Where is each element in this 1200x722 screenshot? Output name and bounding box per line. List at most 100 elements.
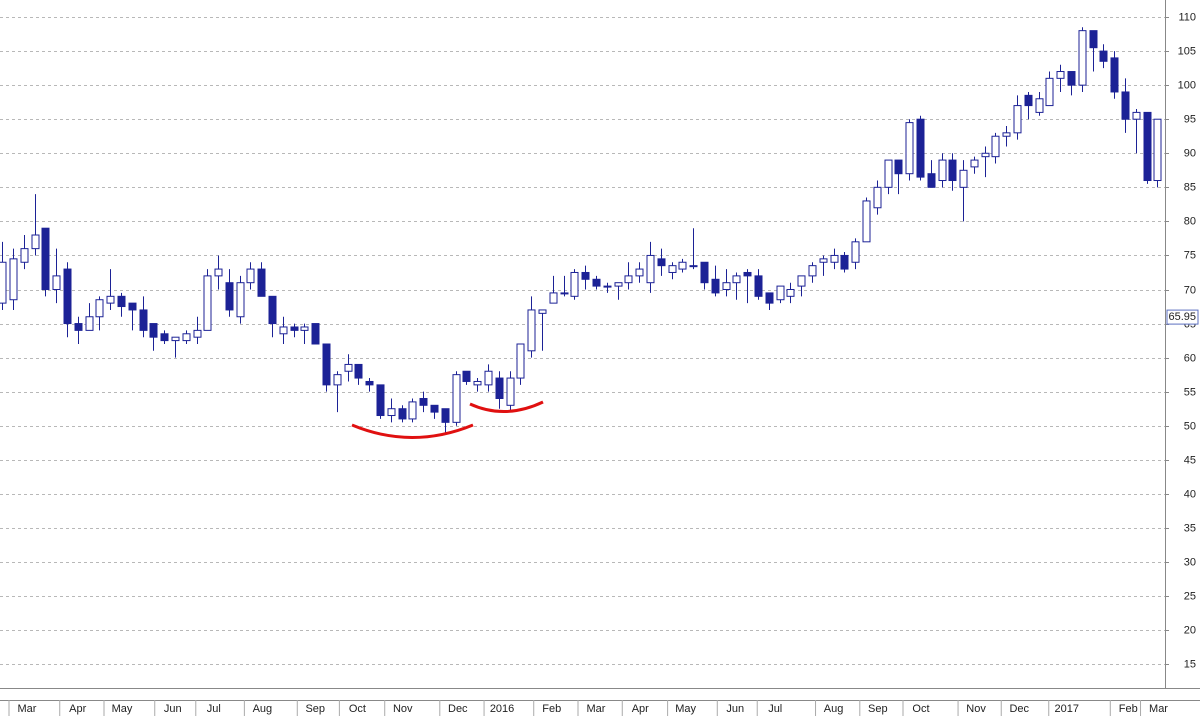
candle-body bbox=[9, 258, 18, 301]
candle-body bbox=[840, 254, 849, 270]
candle-body bbox=[754, 275, 763, 297]
candle-body bbox=[927, 173, 936, 188]
candle-body bbox=[408, 401, 417, 420]
candle-body bbox=[1153, 118, 1162, 182]
candle-body bbox=[819, 258, 828, 263]
candle-body bbox=[268, 295, 277, 325]
candle-body bbox=[85, 316, 94, 331]
x-tick-label: Jun bbox=[164, 703, 182, 715]
candle-body bbox=[1002, 132, 1011, 137]
x-tick-label: Oct bbox=[349, 703, 366, 715]
candle-body bbox=[257, 268, 266, 297]
candle-body bbox=[851, 241, 860, 263]
candle-body bbox=[905, 122, 914, 175]
x-tick-label: Sep bbox=[868, 703, 888, 715]
candle-body bbox=[452, 374, 461, 423]
candle-body bbox=[473, 380, 482, 386]
candle-body bbox=[1121, 91, 1130, 120]
candle-body bbox=[689, 265, 698, 268]
candle-body bbox=[646, 254, 655, 284]
candle-body bbox=[603, 285, 612, 288]
candle-body bbox=[668, 265, 677, 273]
candle-body bbox=[614, 282, 623, 287]
y-tick-label: 35 bbox=[1184, 522, 1196, 534]
candle-body bbox=[387, 408, 396, 417]
candle-body bbox=[128, 302, 137, 311]
candle-body bbox=[182, 333, 191, 342]
candle-body bbox=[290, 326, 299, 331]
x-tick-label: Mar bbox=[18, 703, 37, 715]
candle-body bbox=[52, 275, 61, 291]
candle-body bbox=[1110, 57, 1119, 93]
x-tick-label: Jun bbox=[726, 703, 744, 715]
candle-body bbox=[862, 200, 871, 243]
candle-body bbox=[560, 292, 569, 295]
x-tick-label: Sep bbox=[305, 703, 325, 715]
candle-body bbox=[808, 265, 817, 277]
candle-body bbox=[354, 363, 363, 379]
candle-body bbox=[506, 377, 515, 406]
candle-body bbox=[786, 289, 795, 297]
candle-body bbox=[678, 261, 687, 270]
candle-body bbox=[171, 336, 180, 342]
candle-body bbox=[398, 408, 407, 420]
candle-body bbox=[635, 268, 644, 277]
candle-body bbox=[236, 282, 245, 318]
last-price-box bbox=[1166, 309, 1199, 325]
x-tick-label: Oct bbox=[912, 703, 929, 715]
candle-body bbox=[149, 323, 158, 338]
y-tick-label: 30 bbox=[1184, 556, 1196, 568]
candle-body bbox=[711, 278, 720, 294]
candle-body bbox=[1013, 105, 1022, 134]
candle-body bbox=[246, 268, 255, 284]
candle-body bbox=[95, 299, 104, 318]
candle-body bbox=[117, 295, 126, 308]
x-tick-label: Feb bbox=[1119, 703, 1138, 715]
candle-body bbox=[1056, 71, 1065, 79]
candle-body bbox=[300, 326, 309, 331]
candle-body bbox=[765, 292, 774, 304]
y-tick-label: 40 bbox=[1184, 488, 1196, 500]
x-tick-label: Dec bbox=[448, 703, 468, 715]
candle-body bbox=[1143, 111, 1152, 182]
candle-body bbox=[1035, 98, 1044, 113]
y-tick-label: 105 bbox=[1178, 45, 1196, 57]
x-tick-label: Jul bbox=[768, 703, 782, 715]
y-tick-label: 50 bbox=[1184, 420, 1196, 432]
y-tick-label: 90 bbox=[1184, 147, 1196, 159]
candle-body bbox=[106, 295, 115, 304]
candle-body bbox=[959, 169, 968, 188]
x-tick-label: Mar bbox=[1149, 703, 1168, 715]
y-tick-label: 70 bbox=[1184, 284, 1196, 296]
x-tick-label: Nov bbox=[966, 703, 986, 715]
candle-body bbox=[1132, 111, 1141, 120]
candle-body bbox=[830, 254, 839, 263]
candle-body bbox=[732, 275, 741, 284]
x-tick-label: Nov bbox=[393, 703, 413, 715]
x-tick-label: Dec bbox=[1009, 703, 1029, 715]
y-tick-label: 20 bbox=[1184, 624, 1196, 636]
candle-body bbox=[527, 309, 536, 352]
candle-body bbox=[419, 397, 428, 406]
candle-body bbox=[970, 159, 979, 168]
y-tick-label: 95 bbox=[1184, 113, 1196, 125]
candle-body bbox=[214, 268, 223, 277]
candle-body bbox=[1067, 71, 1076, 86]
x-tick-label: Aug bbox=[824, 703, 844, 715]
candle-body bbox=[225, 282, 234, 311]
candle-body bbox=[516, 343, 525, 379]
candle-body bbox=[991, 135, 1000, 158]
x-tick-label: Apr bbox=[69, 703, 86, 715]
x-tick-label: May bbox=[112, 703, 133, 715]
candle-body bbox=[1024, 94, 1033, 107]
candle-body bbox=[333, 374, 342, 386]
candle-body bbox=[592, 278, 601, 287]
candle-body bbox=[938, 159, 947, 182]
plot-area bbox=[0, 17, 1165, 665]
x-tick-label: Aug bbox=[253, 703, 273, 715]
y-tick-label: 45 bbox=[1184, 454, 1196, 466]
candle-body bbox=[916, 118, 925, 178]
candle-body bbox=[743, 271, 752, 277]
candle-body bbox=[981, 152, 990, 158]
